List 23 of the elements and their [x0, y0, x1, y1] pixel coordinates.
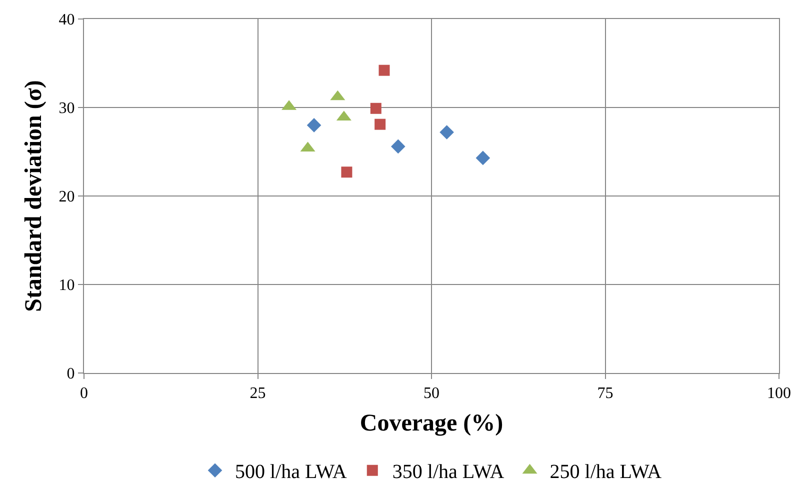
x-tick-label: 100	[767, 385, 791, 402]
point	[370, 102, 382, 114]
point	[378, 64, 390, 76]
legend-label: 350 l/ha LWA	[392, 461, 505, 484]
y-tick-label: 20	[58, 188, 75, 206]
point	[341, 166, 352, 178]
point	[374, 118, 386, 130]
y-tick-label: 10	[58, 277, 75, 294]
point	[440, 125, 454, 140]
x-tick-label: 0	[80, 385, 88, 402]
y-tick-label: 40	[58, 12, 75, 29]
y-tick-label: 0	[66, 366, 75, 383]
y-axis-title: Standard deviation (σ)	[20, 80, 47, 312]
point	[476, 150, 490, 166]
x-tick-label: 50	[424, 385, 440, 402]
point	[390, 139, 406, 154]
point	[306, 118, 322, 132]
legend-label: 250 l/ha LWA	[550, 461, 662, 484]
y-tick-label: 30	[58, 100, 75, 118]
x-tick-label: 75	[597, 385, 614, 402]
x-tick-label: 25	[250, 385, 266, 402]
x-axis-title: Coverage (%)	[360, 410, 504, 436]
legend-label: 500 l/ha LWA	[235, 461, 348, 484]
